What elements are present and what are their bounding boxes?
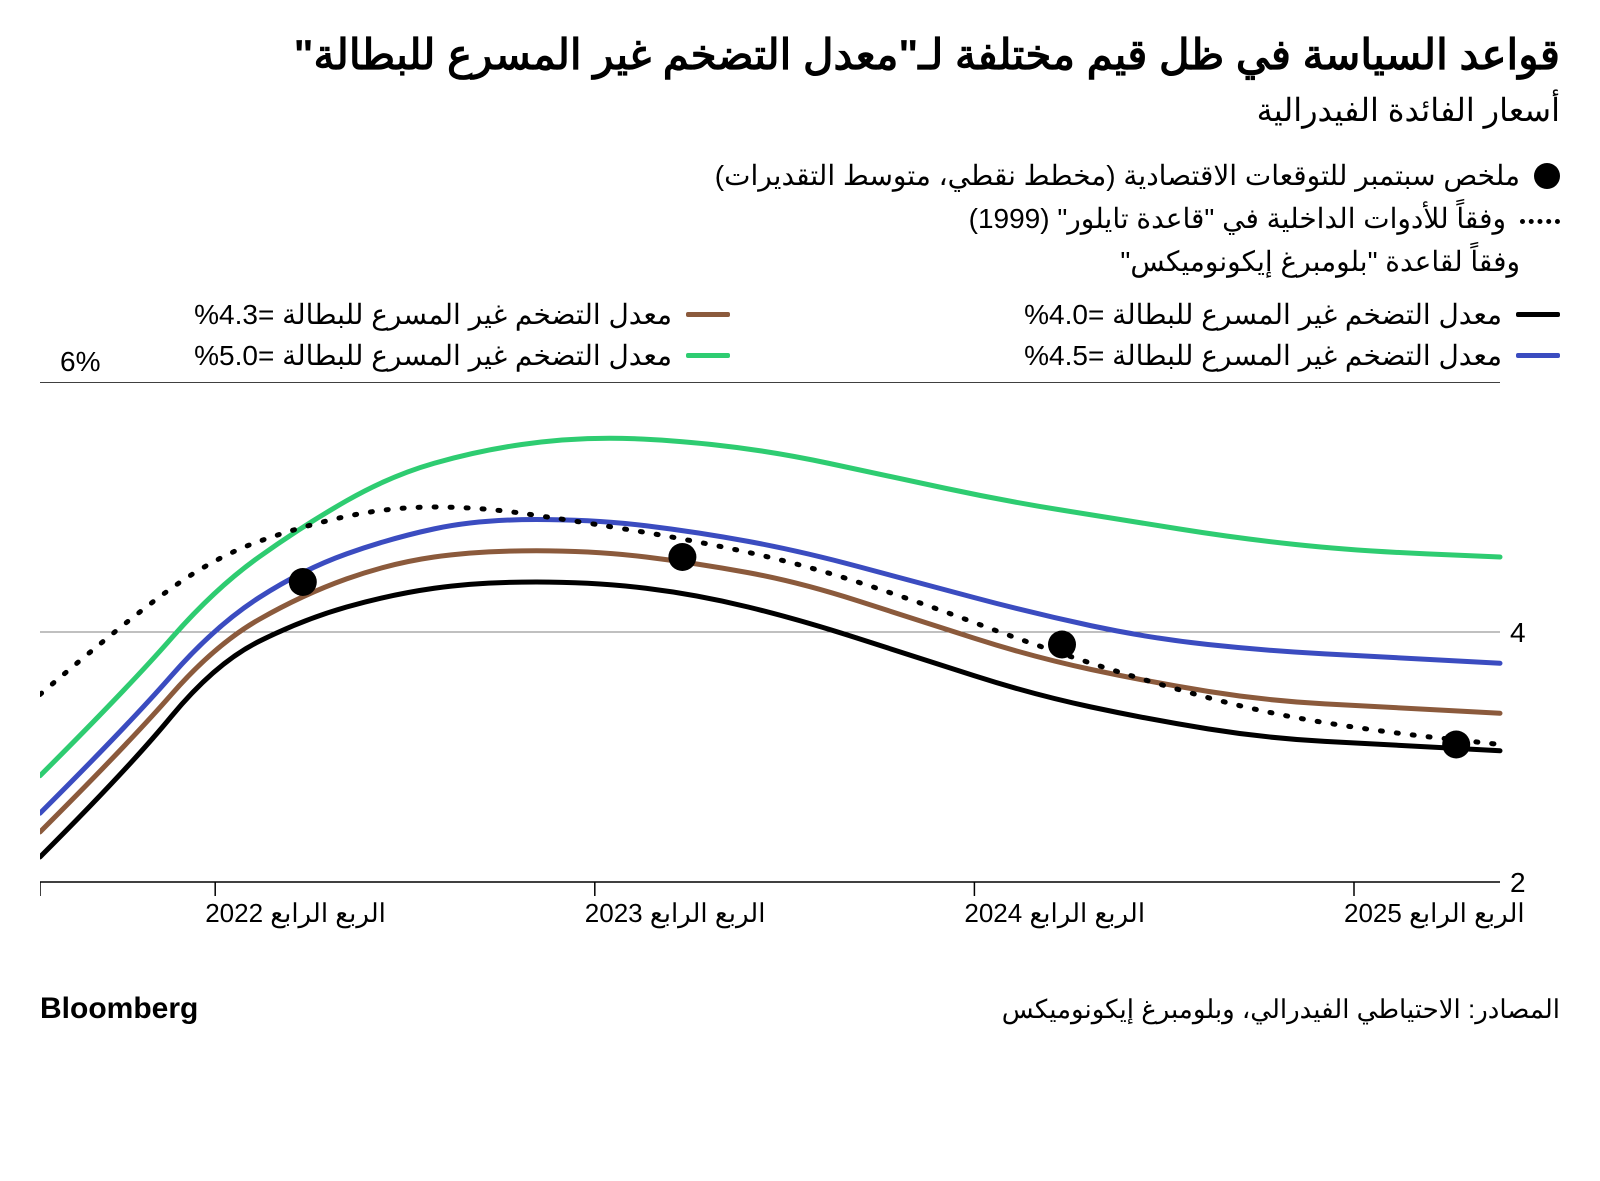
legend-top: ملخص سبتمبر للتوقعات الاقتصادية (مخطط نق…: [40, 159, 1560, 278]
brand-logo: Bloomberg: [40, 992, 198, 1026]
line-green-icon: [686, 353, 730, 358]
svg-text:الربع الرابع 2022: الربع الرابع 2022: [205, 898, 386, 929]
legend-l4: معدل التضخم غير المسرع للبطالة =5.0%: [194, 339, 672, 372]
svg-text:4: 4: [1510, 617, 1526, 648]
legend-l3: معدل التضخم غير المسرع للبطالة =4.5%: [1024, 339, 1502, 372]
legend-dot-label: ملخص سبتمبر للتوقعات الاقتصادية (مخطط نق…: [715, 159, 1520, 192]
legend-lines: معدل التضخم غير المسرع للبطالة =4.0% معد…: [40, 298, 1560, 372]
legend-dotted-label: وفقاً للأدوات الداخلية في "قاعدة تايلور"…: [969, 202, 1506, 235]
line-blue-icon: [1516, 353, 1560, 358]
chart: 6% 42الربع الرابع 2022الربع الرابع 2023ا…: [40, 382, 1560, 942]
line-black-icon: [1516, 312, 1560, 317]
y-top-label: 6%: [60, 346, 100, 378]
svg-text:2: 2: [1510, 867, 1526, 898]
legend-l2: معدل التضخم غير المسرع للبطالة =4.3%: [194, 298, 672, 331]
dot-icon: [1534, 163, 1560, 189]
sources-text: المصادر: الاحتياطي الفيدرالي، وبلومبرغ إ…: [1002, 994, 1560, 1025]
legend-l1: معدل التضخم غير المسرع للبطالة =4.0%: [1024, 298, 1502, 331]
dotted-line-icon: [1520, 209, 1560, 229]
page-subtitle: أسعار الفائدة الفيدرالية: [40, 91, 1560, 129]
page-title: قواعد السياسة في ظل قيم مختلفة لـ"معدل ا…: [40, 30, 1560, 79]
line-chart-svg: 4 2 الربع الرابع 2022 الربع الرابع 2023 الرب…: [40, 382, 1560, 942]
svg-text:الربع الرابع 2025: الربع الرابع 2025: [1344, 898, 1525, 929]
svg-text:الربع الرابع 2023: الربع الرابع 2023: [585, 898, 766, 929]
svg-text:الربع الرابع 2024: الربع الرابع 2024: [964, 898, 1145, 929]
line-brown-icon: [686, 312, 730, 317]
legend-sub-label: وفقاً لقاعدة "بلومبرغ إيكونوميكس": [1120, 245, 1520, 278]
